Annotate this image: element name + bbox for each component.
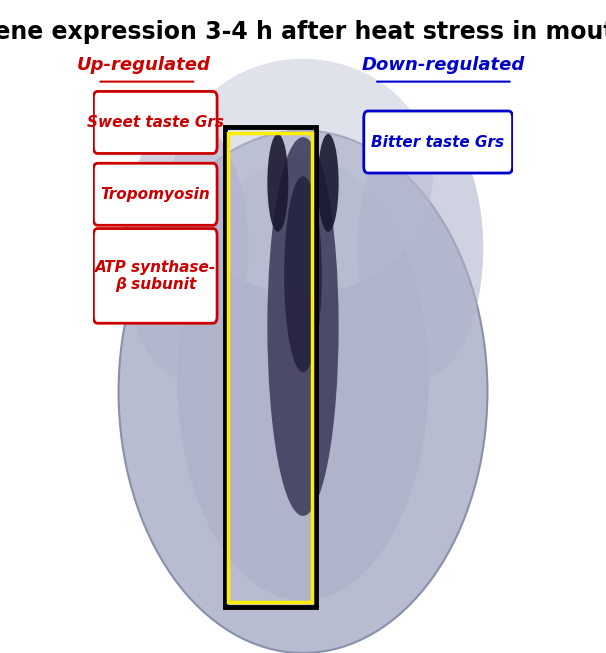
Text: Up-regulated: Up-regulated: [77, 56, 211, 74]
FancyBboxPatch shape: [93, 229, 217, 323]
Ellipse shape: [177, 157, 429, 601]
Text: Gene expression 3-4 h after heat stress in mouth: Gene expression 3-4 h after heat stress …: [0, 20, 606, 44]
Text: Tropomyosin: Tropomyosin: [101, 187, 210, 202]
Text: Bitter taste Grs: Bitter taste Grs: [371, 135, 505, 150]
Bar: [228, 133, 312, 602]
FancyBboxPatch shape: [93, 163, 217, 225]
Ellipse shape: [318, 134, 339, 232]
FancyBboxPatch shape: [93, 91, 217, 153]
Ellipse shape: [173, 59, 433, 294]
Ellipse shape: [119, 131, 487, 653]
Bar: [225, 127, 316, 607]
Ellipse shape: [123, 118, 248, 379]
Text: Down-regulated: Down-regulated: [362, 56, 525, 74]
Ellipse shape: [284, 176, 322, 372]
FancyBboxPatch shape: [364, 111, 513, 173]
Ellipse shape: [358, 118, 483, 379]
Text: Sweet taste Grs: Sweet taste Grs: [87, 115, 224, 130]
Ellipse shape: [267, 134, 288, 232]
Ellipse shape: [267, 137, 339, 516]
Text: ATP synthase-
β subunit: ATP synthase- β subunit: [95, 260, 216, 292]
